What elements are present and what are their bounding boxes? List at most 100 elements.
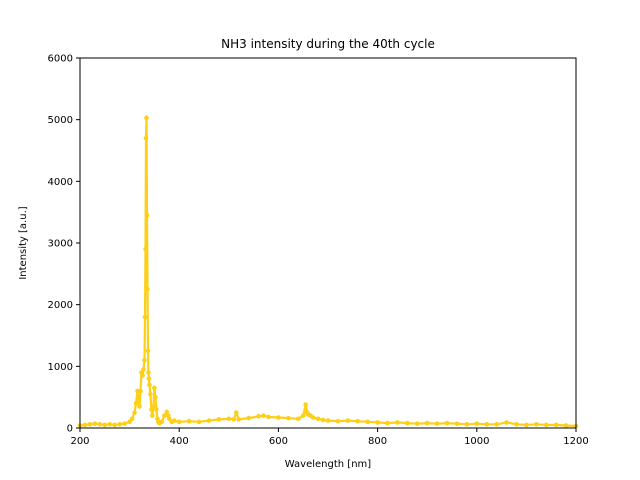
- data-point: [424, 420, 430, 426]
- y-tick-label: 0: [67, 424, 73, 435]
- data-point: [140, 373, 145, 378]
- y-tick-label: 4000: [48, 177, 73, 188]
- data-point: [150, 413, 155, 418]
- data-point: [146, 376, 152, 381]
- x-tick-label: 1000: [464, 436, 489, 447]
- y-tick-label: 6000: [48, 54, 73, 65]
- data-point: [154, 407, 159, 412]
- data-point: [122, 421, 127, 426]
- data-point: [92, 421, 98, 426]
- data-point: [166, 416, 172, 422]
- data-point: [474, 421, 480, 426]
- data-point: [171, 418, 177, 423]
- data-point: [127, 419, 132, 425]
- data-point: [375, 420, 380, 425]
- data-point: [142, 357, 147, 363]
- data-point: [143, 246, 148, 252]
- x-tick-label: 1200: [563, 436, 588, 447]
- data-point: [138, 388, 143, 394]
- data-point: [563, 423, 569, 428]
- x-tick-label: 800: [368, 436, 387, 447]
- data-point: [286, 415, 291, 421]
- data-point: [310, 415, 316, 420]
- data-point: [236, 417, 242, 422]
- x-axis-label: Wavelength [nm]: [285, 459, 371, 470]
- y-tick-label: 5000: [48, 115, 73, 126]
- data-point: [553, 422, 559, 428]
- y-axis-label: Intensity [a.u.]: [18, 206, 29, 279]
- data-point: [176, 419, 182, 425]
- data-point: [148, 391, 153, 397]
- data-point: [345, 418, 351, 423]
- y-tick-label: 2000: [48, 300, 73, 311]
- x-tick-label: 200: [70, 436, 89, 447]
- data-point: [186, 418, 192, 424]
- data-point: [226, 416, 232, 422]
- data-point: [146, 370, 151, 375]
- data-point: [87, 422, 93, 427]
- data-point: [137, 404, 142, 409]
- data-point: [144, 212, 150, 218]
- data-point: [303, 402, 308, 407]
- data-point: [206, 418, 212, 423]
- data-point: [82, 422, 88, 428]
- data-point: [434, 421, 440, 426]
- data-point: [454, 421, 460, 426]
- data-point: [543, 422, 549, 428]
- data-point: [151, 404, 156, 409]
- data-point: [256, 413, 261, 419]
- data-point: [145, 348, 151, 354]
- data-point: [261, 413, 266, 418]
- data-point: [231, 417, 237, 422]
- data-point: [524, 422, 529, 428]
- data-point: [196, 419, 202, 425]
- data-point: [159, 419, 165, 425]
- data-point: [164, 409, 170, 415]
- y-tick-label: 3000: [48, 239, 73, 250]
- y-axis: 0 1000 2000 3000 4000 5000 6000: [48, 54, 80, 435]
- data-point: [484, 422, 490, 427]
- data-point: [335, 418, 341, 424]
- data-point: [141, 367, 146, 372]
- plot-area: [77, 115, 579, 429]
- data-point: [143, 135, 149, 141]
- data-point: [117, 422, 122, 427]
- data-point: [395, 420, 400, 425]
- data-point: [233, 410, 239, 415]
- data-point: [129, 416, 135, 422]
- data-point: [136, 397, 141, 403]
- data-point: [414, 421, 420, 426]
- data-point: [216, 417, 222, 422]
- data-point: [246, 415, 251, 421]
- data-point: [145, 286, 150, 292]
- data-point: [504, 420, 509, 425]
- data-point: [300, 413, 306, 418]
- data-point: [142, 314, 148, 320]
- data-point: [315, 416, 321, 422]
- data-point: [444, 420, 450, 426]
- data-point: [325, 418, 331, 423]
- data-point: [102, 422, 108, 428]
- data-point: [153, 394, 158, 400]
- data-point: [133, 401, 139, 406]
- data-point: [147, 382, 152, 388]
- x-tick-label: 600: [269, 436, 288, 447]
- data-point: [97, 422, 103, 427]
- plot-frame: [79, 57, 577, 429]
- data-point: [464, 422, 470, 427]
- data-point: [107, 422, 113, 427]
- x-axis: 200 400 600 800 1000 1200: [70, 428, 589, 447]
- data-point: [144, 115, 149, 121]
- chart-title: NH3 intensity during the 40th cycle: [221, 37, 435, 51]
- data-point: [276, 415, 281, 420]
- data-point: [365, 419, 370, 425]
- x-tick-label: 400: [170, 436, 189, 447]
- data-point: [385, 420, 390, 426]
- y-tick-label: 1000: [48, 362, 73, 373]
- data-point: [514, 422, 519, 427]
- data-point: [534, 422, 539, 427]
- data-point: [295, 416, 301, 422]
- data-point: [112, 422, 118, 428]
